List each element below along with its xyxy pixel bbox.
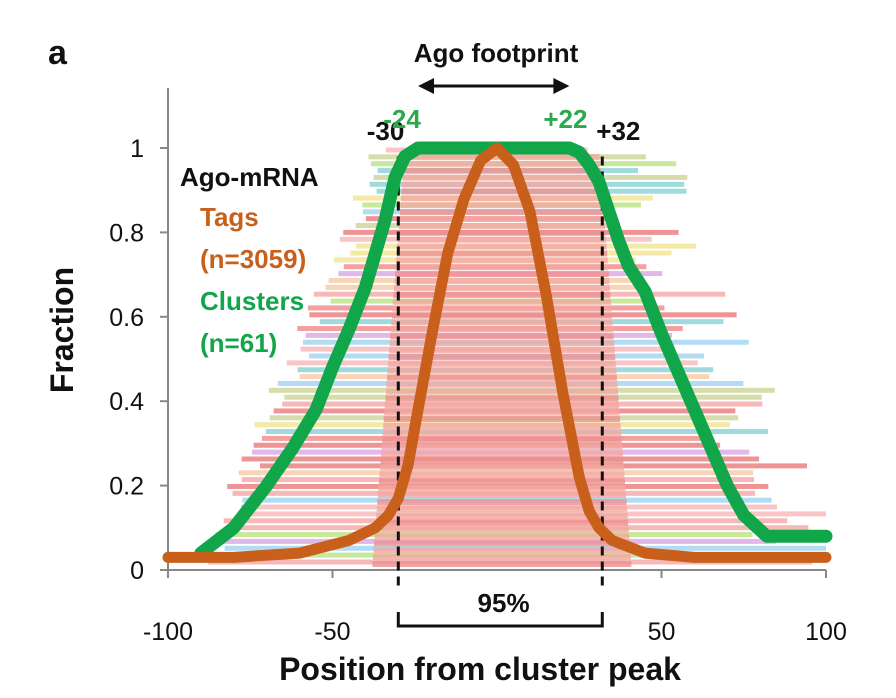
y-tick-label: 0.6	[109, 304, 144, 332]
read-bar-core	[380, 457, 624, 464]
panel-label: a	[48, 34, 68, 72]
read-bar-core	[393, 291, 611, 298]
read-bar-core	[386, 374, 617, 381]
read-bar-core	[398, 222, 606, 229]
x-tick-label: 50	[648, 618, 676, 646]
coverage-bracket	[396, 612, 604, 628]
read-bar-core	[400, 195, 603, 202]
read-bar-core	[386, 381, 618, 388]
read-bar-core	[388, 354, 616, 360]
read-bars-layer	[207, 147, 826, 567]
read-bar-core	[381, 443, 623, 450]
read-bar-core	[403, 160, 601, 167]
read-bar-core	[392, 298, 611, 305]
read-bar-core	[382, 429, 622, 436]
y-tick-label: 0.8	[109, 219, 144, 247]
read-bar-core	[396, 250, 608, 257]
read-bar-core	[381, 450, 623, 457]
read-bar-core	[395, 264, 609, 271]
read-bar-core	[391, 312, 613, 319]
read-bar-core	[379, 464, 624, 471]
read-bar-core	[384, 409, 620, 416]
y-tick-label: 1	[130, 135, 144, 163]
read-bar-core	[375, 526, 629, 533]
read-bar-core	[390, 326, 614, 333]
read-bar-core	[399, 209, 604, 216]
read-bar-core	[372, 554, 631, 561]
outer-right-label: +32	[596, 116, 640, 146]
read-bar-core	[393, 285, 610, 291]
read-bar-core	[403, 167, 601, 174]
read-bar-core	[377, 492, 627, 498]
y-ticks: 0 0.2 0.4 0.6 0.8 1	[109, 135, 168, 585]
x-tick-label: -100	[143, 618, 193, 646]
legend-clusters-count: (n=61)	[200, 328, 277, 358]
y-tick-label: 0.2	[109, 473, 144, 501]
read-bar-core	[400, 202, 604, 209]
read-bar-core	[387, 367, 617, 374]
read-bar-core	[389, 340, 615, 347]
footprint-arrow	[418, 78, 570, 94]
x-ticks: -100 -50 50 100	[143, 570, 847, 646]
read-bar-core	[376, 505, 628, 512]
x-tick-label: -50	[314, 618, 350, 646]
legend-clusters-label: Clusters	[200, 286, 304, 316]
read-bar-core	[376, 512, 628, 519]
read-bar-core	[388, 360, 616, 367]
read-bar-core	[377, 498, 627, 505]
inner-left-label: -24	[383, 104, 421, 134]
read-bar-core	[391, 319, 613, 326]
read-bar-core	[402, 174, 602, 181]
series-line-clusters	[194, 141, 833, 560]
read-bar-core	[396, 257, 608, 264]
read-bar-core	[378, 478, 625, 485]
read-bar-core	[379, 471, 625, 478]
read-bar-core	[389, 347, 615, 354]
read-bar-core	[382, 436, 622, 443]
legend-tags-count: (n=3059)	[200, 244, 306, 274]
y-tick-label: 0.4	[109, 388, 144, 416]
read-bar-core	[394, 278, 610, 285]
outer-left-label: -30	[367, 116, 405, 146]
read-bar-core	[383, 416, 621, 423]
read-bar-core	[384, 402, 620, 409]
read-bar-core	[385, 395, 619, 402]
footprint-arrow-head-left	[418, 78, 435, 94]
read-bar-core	[395, 271, 609, 278]
read-bar-core	[402, 181, 602, 188]
x-tick-label: 100	[805, 618, 847, 646]
x-axis-title: Position from cluster peak	[279, 651, 681, 687]
read-bar-core	[399, 216, 605, 222]
read-bar-core	[390, 333, 614, 340]
footprint-arrow-head-right	[553, 78, 570, 94]
inner-right-label: +22	[543, 104, 587, 134]
read-bar-core	[373, 547, 631, 554]
read-bar-core	[397, 236, 607, 243]
series-line-tags	[162, 142, 832, 563]
read-bar-core	[375, 519, 629, 526]
y-axis-title: Fraction	[44, 267, 80, 393]
legend-title: Ago-mRNA	[180, 162, 319, 192]
footprint-label: Ago footprint	[414, 38, 579, 68]
read-bar-core	[374, 540, 630, 547]
read-bar-core	[397, 243, 607, 250]
read-bar-core	[401, 188, 603, 195]
read-bar-core	[378, 485, 626, 492]
read-bar-core	[398, 229, 606, 236]
y-tick-label: 0	[130, 557, 144, 585]
coverage-label: 95%	[478, 588, 530, 618]
read-bar-core	[374, 533, 630, 540]
legend-tags-label: Tags	[200, 202, 259, 232]
read-bar-core	[385, 388, 618, 395]
read-bar-core	[372, 561, 632, 567]
read-bar-core	[392, 305, 612, 312]
read-bar-core	[383, 423, 621, 429]
